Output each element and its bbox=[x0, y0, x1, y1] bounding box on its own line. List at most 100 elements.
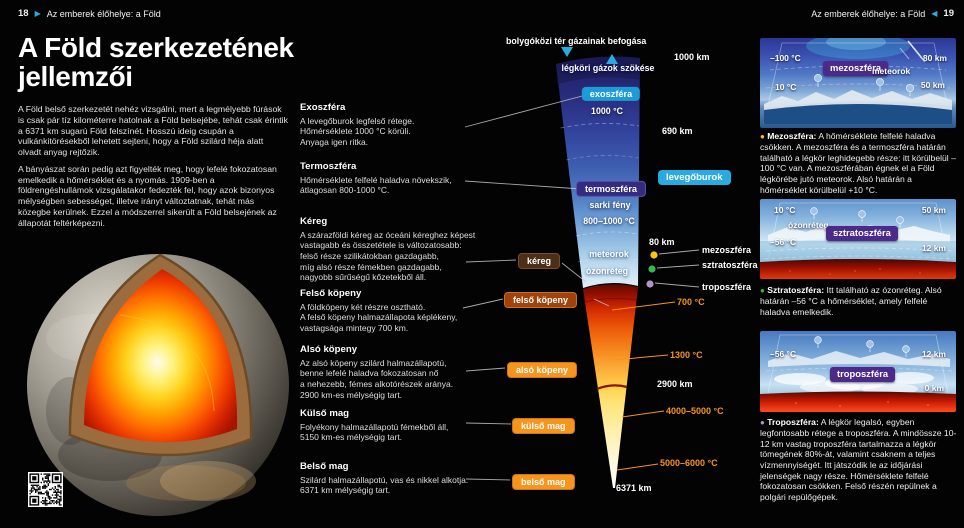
troposphere-caption: ● Troposzféra: A légkör legalsó, egyben … bbox=[760, 417, 958, 503]
altitude-label-1000km: 1000 km bbox=[674, 52, 710, 62]
layer-body: Az alsó köpeny szilárd halmazállapotú, b… bbox=[300, 357, 454, 400]
legend-label-troposphere: troposzféra bbox=[702, 282, 752, 292]
caption-text: A légkör legalsó, egyben legfontosabb ré… bbox=[760, 417, 957, 502]
mesosphere-photo-panel: –100 °C 80 km mezoszféra meteorok 10 °C … bbox=[760, 38, 956, 128]
crust-badge: kéreg bbox=[518, 253, 561, 269]
mesosphere-panel-badge: mezoszféra bbox=[823, 61, 889, 76]
panel-label-temp: 10 °C bbox=[775, 82, 797, 92]
legend-dot-mesosphere bbox=[650, 251, 658, 259]
layer-heading: Külső mag bbox=[300, 408, 350, 419]
panel-label-temp: –56 °C bbox=[770, 237, 797, 247]
meteors-label: meteorok bbox=[589, 249, 629, 259]
legend-label-mesosphere: mezoszféra bbox=[702, 245, 752, 255]
layer-heading: Termoszféra bbox=[300, 161, 357, 172]
gas-escape-label: légköri gázok szökése bbox=[561, 63, 655, 73]
troposphere-panel-badge: troposzféra bbox=[830, 367, 896, 382]
stratosphere-caption: ● Sztratoszféra: Itt található az ózonré… bbox=[760, 285, 958, 317]
qr-code bbox=[28, 472, 63, 507]
panel-label-ozone: ózonréteg bbox=[788, 220, 829, 230]
temperature-label-5000-6000: 5000–6000 °C bbox=[660, 458, 718, 468]
legend-dot-troposphere bbox=[646, 280, 654, 288]
mesosphere-caption: ● Mezoszféra: A hőmérséklete felfelé hal… bbox=[760, 131, 958, 195]
legend-label-stratosphere: sztratoszféra bbox=[702, 260, 758, 270]
layer-heading: Alsó köpeny bbox=[300, 344, 358, 355]
thermosphere-badge: termoszféra bbox=[575, 180, 647, 198]
layer-body: Folyékony halmazállapotú fémekből áll, 5… bbox=[300, 421, 449, 443]
panel-label-altitude: 50 km bbox=[920, 80, 945, 90]
page-number-left: 18 bbox=[18, 8, 29, 19]
panel-label-temp: 10 °C bbox=[774, 205, 796, 215]
temperature-leader-lines bbox=[611, 301, 676, 471]
layer-body: A földköpeny két részre osztható. A fels… bbox=[300, 301, 458, 333]
layer-body: A szárazföldi kéreg az óceáni kéreghez k… bbox=[300, 229, 476, 283]
legend-dot-stratosphere bbox=[648, 265, 656, 273]
layer-heading: Felső köpeny bbox=[300, 288, 362, 299]
layer-description-outer-core: Külső mag Folyékony halmazállapotú fémek… bbox=[300, 408, 502, 443]
layer-description-lower-mantle: Alsó köpeny Az alsó köpeny szilárd halma… bbox=[300, 344, 502, 400]
header-left-title: Az emberek élőhelye: a Föld bbox=[46, 8, 161, 19]
caption-text: Itt található az ózonréteg. Alsó határán… bbox=[760, 285, 942, 317]
layer-description-exosphere: Exoszféra A levegőburok legfelső rétege.… bbox=[300, 102, 502, 148]
layer-heading: Exoszféra bbox=[300, 102, 346, 113]
depth-label-6371km: 6371 km bbox=[616, 483, 652, 493]
troposphere-photo-panel: –56 °C 12 km troposzféra 0 km bbox=[760, 331, 956, 412]
caption-text: A hőmérséklete felfelé haladva csökken. … bbox=[760, 131, 956, 195]
caption-heading: Troposzféra: bbox=[767, 417, 819, 427]
aurora-label: sarki fény bbox=[589, 200, 631, 210]
bullet-icon: ● bbox=[760, 132, 765, 141]
leader-lines bbox=[462, 94, 700, 481]
back-triangle-icon: ◀ bbox=[931, 8, 938, 18]
exosphere-temp-label: 1000 °C bbox=[591, 106, 623, 116]
upper-mantle-badge: felső köpeny bbox=[504, 292, 578, 308]
earth-cutaway-illustration bbox=[27, 253, 289, 516]
layer-description-thermosphere: Termoszféra Hőmérséklete felfelé haladva… bbox=[300, 161, 502, 196]
stratosphere-panel-badge: sztratoszféra bbox=[826, 226, 898, 241]
outer-core-badge: külső mag bbox=[512, 418, 575, 434]
layer-description-upper-mantle: Felső köpeny A földköpeny két részre osz… bbox=[300, 288, 502, 334]
temperature-label-700: 700 °C bbox=[677, 297, 705, 307]
panel-label-altitude: 0 km bbox=[924, 383, 944, 393]
air-envelope-badge: levegőburok bbox=[658, 170, 731, 185]
page-number-right: 19 bbox=[943, 8, 954, 19]
panel-label-altitude: 50 km bbox=[921, 205, 946, 215]
altitude-label-690km: 690 km bbox=[662, 126, 693, 136]
forward-triangle-icon: ▶ bbox=[34, 8, 41, 18]
exosphere-badge: exoszféra bbox=[581, 86, 641, 102]
header-right: Az emberek élőhelye: a Föld ◀ 19 bbox=[811, 8, 954, 19]
panel-label-altitude: 80 km bbox=[922, 53, 947, 63]
layer-description-inner-core: Belső mag Szilárd halmazállapotú, vas és… bbox=[300, 461, 502, 496]
layer-description-crust: Kéreg A szárazföldi kéreg az óceáni kére… bbox=[300, 216, 502, 283]
temperature-label-1300: 1300 °C bbox=[670, 350, 703, 360]
panel-label-meteors: meteorok bbox=[872, 66, 911, 76]
depth-label-2900km: 2900 km bbox=[657, 379, 693, 389]
panel-label-altitude: 12 km bbox=[921, 243, 946, 253]
thermosphere-temp-label: 800–1000 °C bbox=[583, 216, 635, 226]
altitude-label-80km: 80 km bbox=[649, 237, 675, 247]
header-left: 18 ▶ Az emberek élőhelye: a Föld bbox=[18, 8, 161, 19]
mesosphere-panel-art bbox=[763, 38, 952, 124]
header-right-title: Az emberek élőhelye: a Föld bbox=[811, 8, 926, 19]
bullet-icon: ● bbox=[760, 418, 765, 427]
stratosphere-photo-panel: 10 °C 50 km ózonréteg sztratoszféra –56 … bbox=[760, 199, 956, 279]
panel-label-temp: –100 °C bbox=[770, 53, 801, 63]
intro-text: A Föld belső szerkezetét nehéz vizsgálni… bbox=[18, 104, 288, 235]
page-title: A Föld szerkezetének jellemzői bbox=[18, 32, 294, 93]
layer-body: Hőmérséklete felfelé haladva növekszik, … bbox=[300, 174, 452, 196]
layer-heading: Kéreg bbox=[300, 216, 328, 227]
gas-escape-arrow-icon bbox=[606, 54, 618, 64]
caption-heading: Mezoszféra: bbox=[767, 131, 817, 141]
inner-core-badge: belső mag bbox=[512, 474, 575, 490]
lower-mantle-badge: alsó köpeny bbox=[507, 362, 578, 378]
gas-capture-label: bolygóközi tér gázainak befogása bbox=[506, 36, 647, 46]
layer-heading: Belső mag bbox=[300, 461, 349, 472]
layer-body: Szilárd halmazállapotú, vas és nikkel al… bbox=[300, 474, 469, 496]
intro-paragraph: A Föld belső szerkezetét nehéz vizsgálni… bbox=[18, 104, 288, 158]
layer-body: A levegőburok legfelső rétege. Hőmérsékl… bbox=[300, 115, 415, 147]
bullet-icon: ● bbox=[760, 286, 765, 295]
ozone-label: ózonréteg bbox=[585, 266, 629, 276]
caption-heading: Sztratoszféra: bbox=[767, 285, 825, 295]
gas-capture-arrow-icon bbox=[561, 47, 573, 57]
temperature-label-4000-5000: 4000–5000 °C bbox=[666, 406, 724, 416]
